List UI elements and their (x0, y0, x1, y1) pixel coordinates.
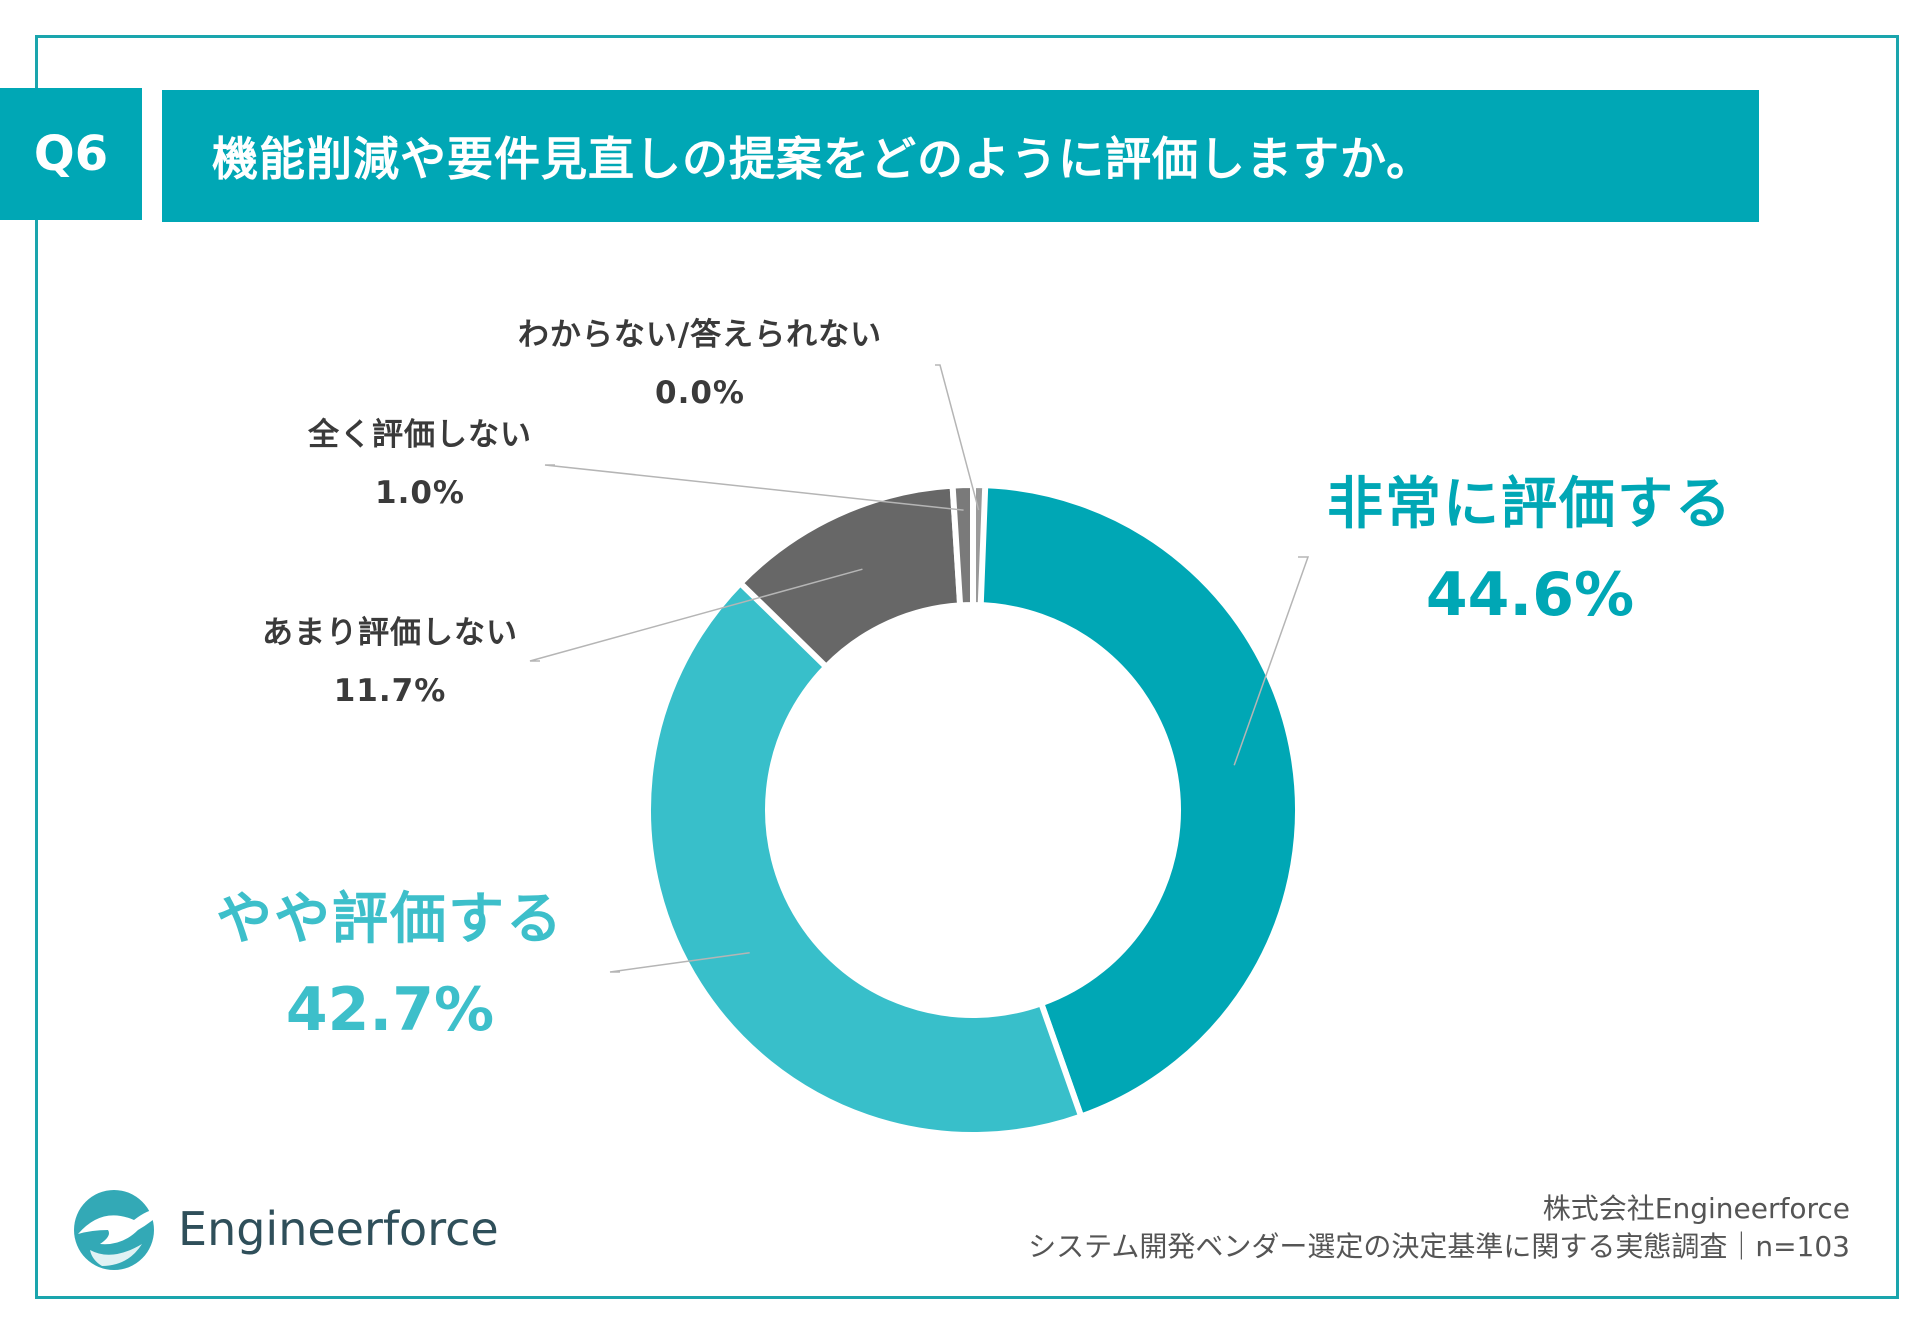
logo-text: Engineerforce (178, 1202, 499, 1256)
label-very-positive-name: 非常に評価する (1327, 472, 1733, 537)
leader-not-much (529, 568, 863, 662)
label-somewhat-positive-name: やや評価する (216, 887, 564, 952)
footer-survey: システム開発ベンダー選定の決定基準に関する実態調査｜n=103 (1028, 1230, 1850, 1263)
footer-company: 株式会社Engineerforce (1542, 1192, 1850, 1225)
footer-source: 株式会社Engineerforce システム開発ベンダー選定の決定基準に関する実… (1028, 1190, 1850, 1266)
label-unknown-name: わからない/答えられない (517, 317, 883, 353)
outer-frame (35, 35, 1899, 1299)
label-somewhat-positive: やや評価する 42.7% (190, 880, 590, 1060)
leader-unknown (935, 364, 980, 511)
label-unknown-value: 0.0% (655, 375, 745, 411)
label-very-positive-value: 44.6% (1425, 560, 1635, 630)
label-not-at-all-name: 全く評価しない (308, 417, 532, 453)
label-unknown: わからない/答えられない 0.0% (480, 306, 920, 422)
leader-not-at-all (544, 464, 964, 511)
slice-very-positive (970, 481, 1301, 1121)
label-not-much-value: 11.7% (333, 673, 447, 709)
label-not-at-all: 全く評価しない 1.0% (270, 406, 570, 522)
company-logo: Engineerforce (72, 1186, 499, 1272)
wave-bird-logo-icon (74, 1190, 164, 1270)
question-badge: Q6 (0, 88, 142, 220)
label-not-much-name: あまり評価しない (262, 615, 518, 651)
slice-somewhat-positive (645, 578, 1085, 1138)
label-very-positive: 非常に評価する 44.6% (1320, 465, 1740, 645)
question-title: 機能削減や要件見直しの提案をどのように評価しますか。 (162, 90, 1759, 222)
leader-very-positive (1233, 556, 1310, 766)
label-somewhat-positive-value: 42.7% (285, 975, 495, 1045)
label-not-much: あまり評価しない 11.7% (230, 604, 550, 720)
slice-unknown (970, 481, 989, 609)
leader-somewhat-positive (609, 951, 750, 973)
label-not-at-all-value: 1.0% (375, 475, 465, 511)
